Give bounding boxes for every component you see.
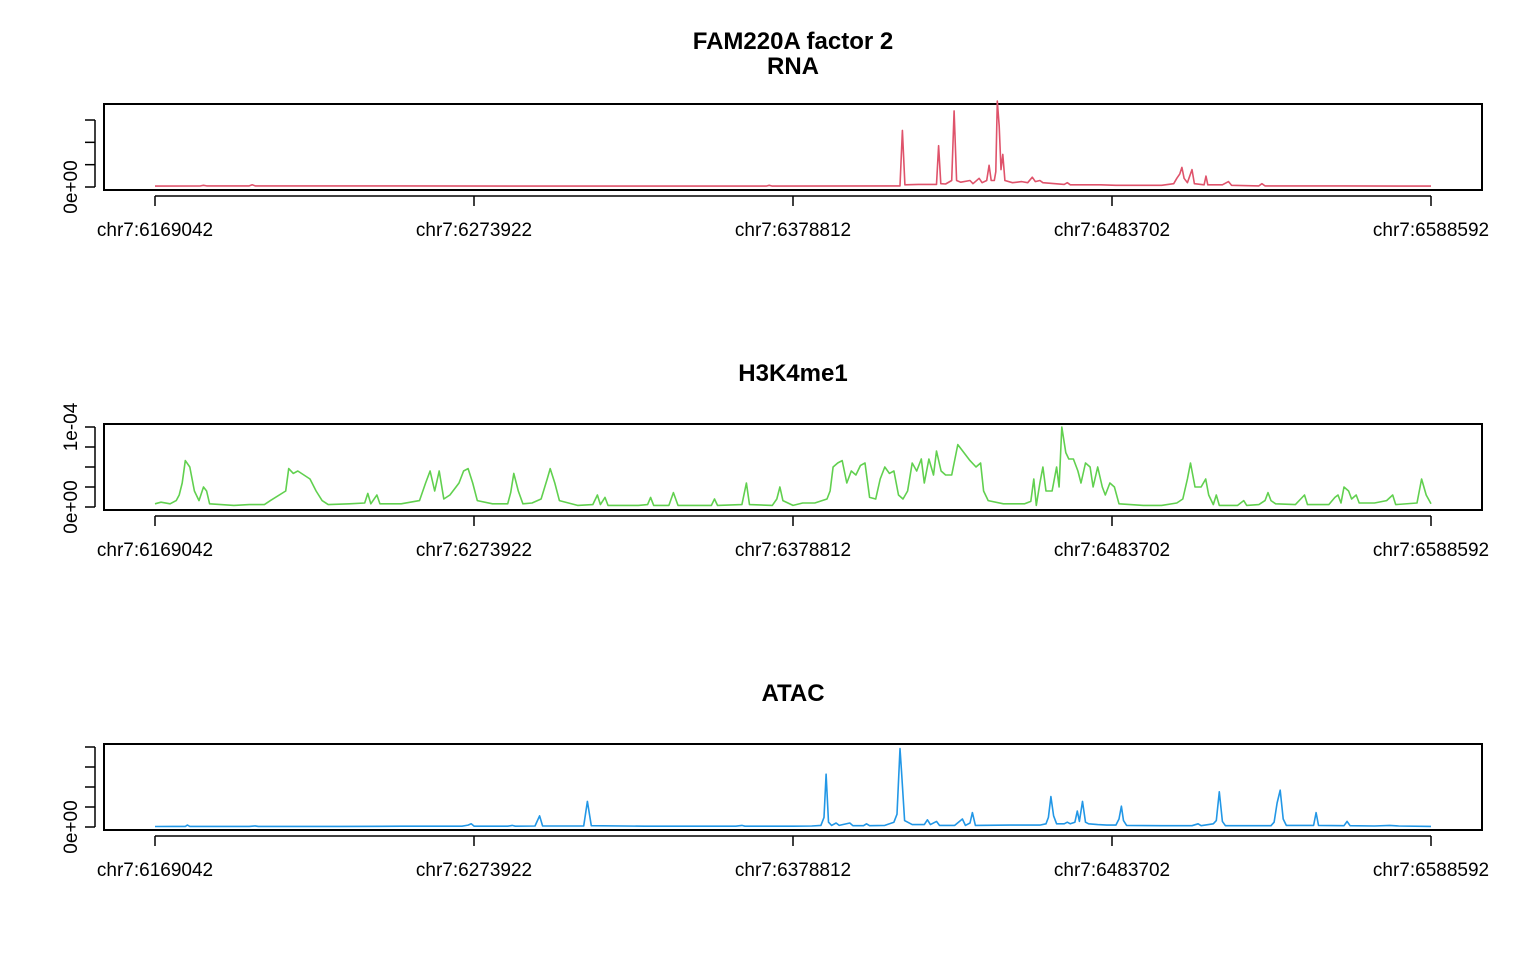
- y-tick-label: 1e-04: [61, 402, 82, 451]
- panel-title-rna: RNA: [767, 53, 819, 80]
- plot-frame: [103, 103, 1483, 191]
- x-tick-label: chr7:6169042: [97, 540, 213, 561]
- x-tick-label: chr7:6588592: [1373, 860, 1489, 881]
- x-tick-label: chr7:6273922: [416, 860, 532, 881]
- y-tick-label: 0e+00: [61, 480, 82, 533]
- x-tick-label: chr7:6169042: [97, 860, 213, 881]
- x-tick-label: chr7:6483702: [1054, 540, 1170, 561]
- x-tick-label: chr7:6378812: [735, 860, 851, 881]
- panel-title-atac: ATAC: [761, 680, 824, 707]
- plot-frame: [103, 743, 1483, 831]
- panel-h3k4me1: H3K4me1 chr7:6169042 chr7:6273922 chr7:6378…: [61, 360, 1489, 561]
- x-tick-label: chr7:6588592: [1373, 540, 1489, 561]
- series-line-rna: [154, 100, 1432, 187]
- x-tick-label: chr7:6273922: [416, 540, 532, 561]
- x-tick-label: chr7:6483702: [1054, 860, 1170, 881]
- series-line-atac: [154, 747, 1432, 828]
- x-tick-label: chr7:6169042: [97, 220, 213, 241]
- x-tick-label: chr7:6273922: [416, 220, 532, 241]
- x-tick-label: chr7:6378812: [735, 540, 851, 561]
- y-tick-label: 0e+00: [61, 800, 82, 853]
- y-tick-label: 0e+00: [61, 160, 82, 213]
- plot-frame: [103, 423, 1483, 511]
- x-tick-label: chr7:6378812: [735, 220, 851, 241]
- panel-rna: RNA chr7:6169042 chr7:6273922 chr7:6378812 c…: [61, 53, 1489, 241]
- figure-title: FAM220A factor 2: [693, 28, 894, 55]
- series-line-h3k4me1: [154, 426, 1432, 507]
- x-tick-label: chr7:6483702: [1054, 220, 1170, 241]
- panel-title-h3k4me1: H3K4me1: [738, 360, 847, 387]
- x-tick-label: chr7:6588592: [1373, 220, 1489, 241]
- panel-atac: ATAC chr7:6169042 chr7:6273922 chr7:6378812…: [61, 680, 1489, 881]
